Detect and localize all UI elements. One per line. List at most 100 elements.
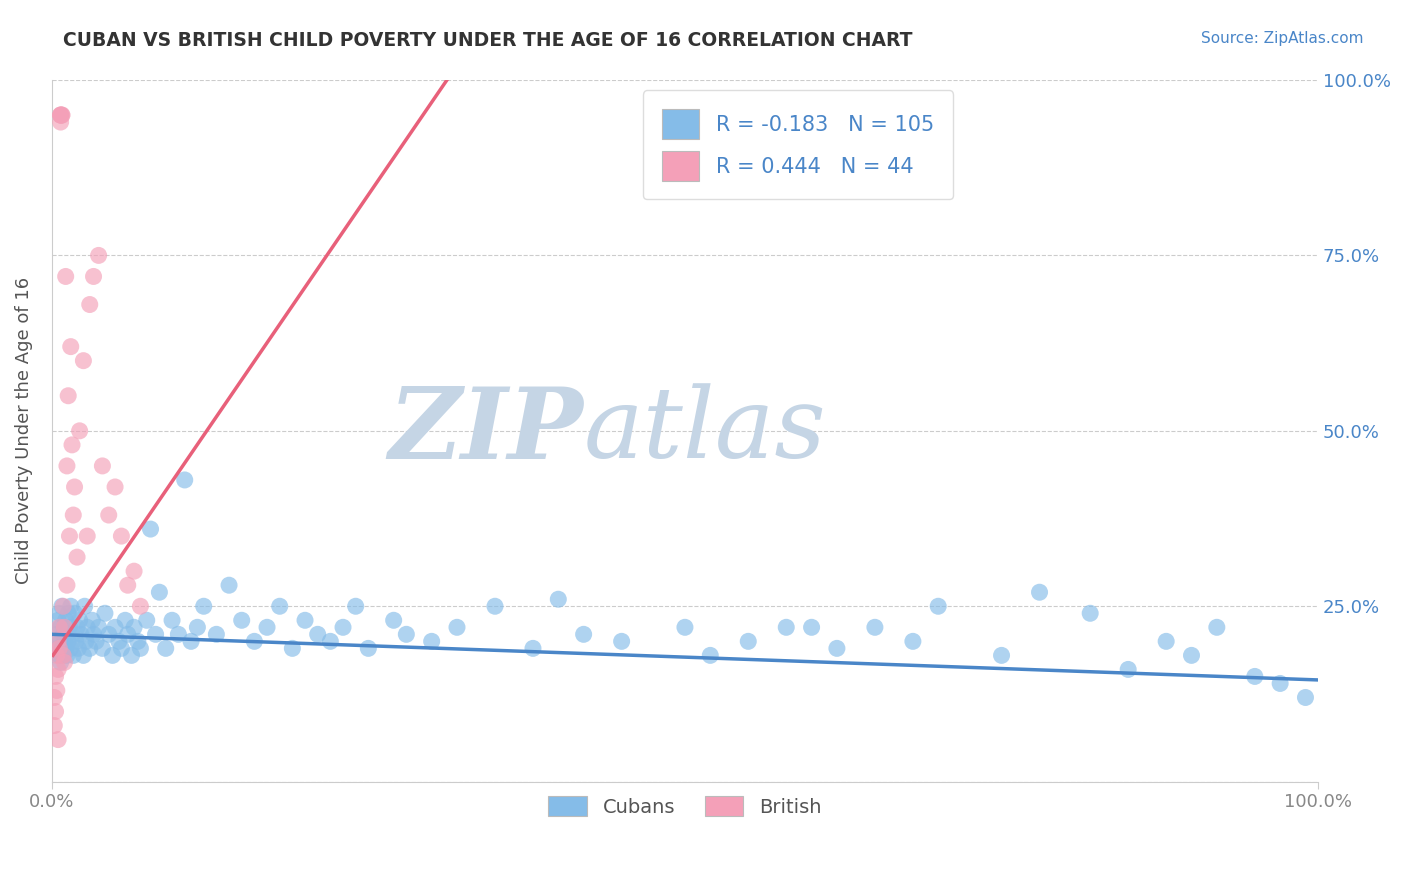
Point [45, 683, 67, 698]
Point [83, 269, 105, 284]
Point [62, 508, 84, 522]
Point [46, 613, 69, 627]
Point [148, 585, 170, 599]
Point [108, 634, 131, 648]
Point [1243, 669, 1265, 683]
Legend: Cubans, British: Cubans, British [541, 789, 830, 824]
Point [51, 108, 73, 122]
Point [79, 641, 101, 656]
Point [58, 389, 80, 403]
Point [48, 641, 70, 656]
Point [55, 613, 77, 627]
Point [135, 613, 157, 627]
Point [94, 607, 117, 621]
Point [1028, 585, 1050, 599]
Point [46, 732, 69, 747]
Point [1154, 634, 1177, 648]
Point [44, 718, 66, 732]
Point [1205, 620, 1227, 634]
Point [332, 620, 354, 634]
Point [49, 115, 72, 129]
Point [44, 690, 66, 705]
Point [91, 458, 114, 473]
Point [45, 669, 67, 683]
Point [673, 620, 696, 634]
Point [59, 340, 82, 354]
Point [117, 627, 139, 641]
Point [901, 634, 924, 648]
Point [62, 648, 84, 663]
Point [65, 634, 87, 648]
Point [76, 529, 98, 543]
Point [307, 627, 329, 641]
Point [53, 634, 76, 648]
Point [49, 620, 72, 634]
Point [56, 627, 79, 641]
Point [281, 641, 304, 656]
Point [73, 599, 96, 614]
Point [66, 550, 89, 565]
Y-axis label: Child Poverty Under the Age of 16: Child Poverty Under the Age of 16 [15, 277, 32, 584]
Point [55, 641, 77, 656]
Point [610, 634, 633, 648]
Point [1180, 648, 1202, 663]
Point [269, 599, 291, 614]
Point [357, 641, 380, 656]
Point [218, 578, 240, 592]
Point [72, 353, 94, 368]
Point [79, 297, 101, 311]
Point [122, 620, 145, 634]
Point [52, 599, 75, 614]
Point [927, 599, 949, 614]
Point [75, 634, 97, 648]
Point [167, 627, 190, 641]
Point [53, 620, 76, 634]
Point [1295, 690, 1317, 705]
Point [63, 480, 86, 494]
Point [127, 634, 149, 648]
Point [104, 620, 127, 634]
Point [45, 627, 67, 641]
Text: CUBAN VS BRITISH CHILD POVERTY UNDER THE AGE OF 16 CORRELATION CHART: CUBAN VS BRITISH CHILD POVERTY UNDER THE… [63, 31, 912, 50]
Point [60, 438, 83, 452]
Point [87, 248, 110, 262]
Point [547, 592, 569, 607]
Point [63, 607, 86, 621]
Point [775, 620, 797, 634]
Point [1268, 676, 1291, 690]
Point [48, 620, 70, 634]
Point [70, 627, 93, 641]
Point [91, 641, 114, 656]
Point [59, 641, 82, 656]
Point [56, 578, 79, 592]
Point [256, 620, 278, 634]
Point [737, 634, 759, 648]
Point [59, 599, 82, 614]
Point [58, 634, 80, 648]
Point [114, 613, 136, 627]
Point [446, 620, 468, 634]
Point [97, 627, 120, 641]
Point [145, 627, 167, 641]
Point [52, 648, 75, 663]
Point [155, 641, 177, 656]
Point [51, 641, 73, 656]
Point [60, 627, 83, 641]
Point [420, 634, 443, 648]
Text: Source: ZipAtlas.com: Source: ZipAtlas.com [1201, 31, 1364, 46]
Point [800, 620, 823, 634]
Point [48, 607, 70, 621]
Point [205, 627, 228, 641]
Point [1116, 662, 1139, 676]
Point [82, 613, 104, 627]
Point [1078, 607, 1101, 621]
Point [66, 620, 89, 634]
Point [76, 620, 98, 634]
Point [49, 108, 72, 122]
Point [863, 620, 886, 634]
Point [49, 108, 72, 122]
Point [52, 627, 75, 641]
Point [69, 613, 91, 627]
Point [186, 620, 208, 634]
Point [53, 656, 76, 670]
